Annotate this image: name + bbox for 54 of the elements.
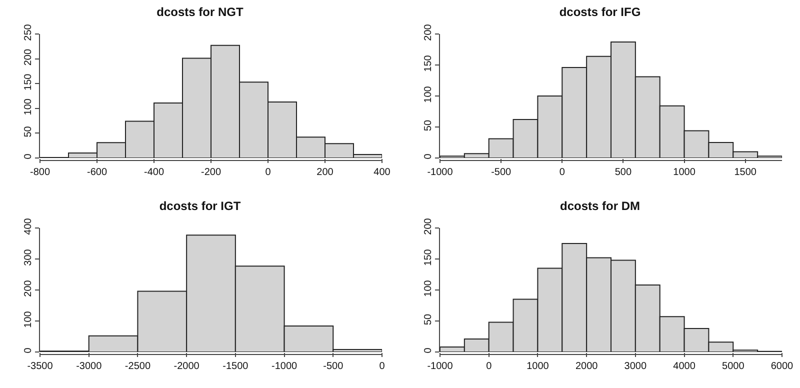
- x-tick-label: -2500: [124, 361, 151, 372]
- x-tick-label: 1000: [526, 361, 550, 372]
- y-tick-label: 0: [23, 153, 34, 160]
- y-tick-label: 200: [423, 218, 434, 235]
- x-tick-label: -500: [323, 361, 344, 372]
- y-tick-label: 0: [23, 347, 34, 354]
- x-tick-label: -1000: [427, 361, 454, 372]
- y-tick-label: 100: [23, 310, 34, 328]
- y-tick-label: 200: [23, 280, 34, 297]
- x-tick-label: -600: [86, 167, 108, 178]
- y-tick-label: 50: [423, 314, 434, 326]
- y-tick-label: 150: [423, 248, 434, 266]
- y-tick-label: 0: [423, 153, 434, 160]
- y-tick-label: 100: [23, 98, 34, 116]
- x-tick-label: -400: [144, 167, 164, 178]
- chart-title: dcosts for IGT: [159, 199, 242, 214]
- x-tick-label: 6000: [770, 361, 794, 372]
- x-tick-label: -1000: [272, 361, 298, 372]
- y-tick-label: 150: [23, 73, 34, 90]
- x-tick-label: 0: [379, 361, 386, 372]
- y-tick-label: 300: [23, 248, 34, 266]
- x-tick-label: 2000: [575, 361, 598, 372]
- chart-title: dcosts for NGT: [156, 5, 244, 20]
- x-tick-label: 0: [486, 361, 492, 372]
- x-tick-label: 0: [265, 167, 272, 178]
- x-tick-label: -200: [200, 167, 222, 178]
- y-tick-label: 100: [423, 86, 434, 103]
- x-tick-label: -1500: [222, 361, 249, 372]
- x-tick-label: -1000: [427, 167, 454, 178]
- x-tick-label: -500: [491, 167, 512, 178]
- x-tick-label: -3500: [27, 361, 54, 372]
- y-tick-label: 400: [23, 218, 34, 235]
- x-tick-label: 1500: [734, 167, 757, 178]
- y-tick-label: 0: [423, 347, 434, 354]
- y-tick-label: 250: [23, 24, 34, 41]
- y-tick-label: 200: [23, 48, 34, 66]
- x-tick-label: -800: [30, 167, 50, 178]
- x-tick-label: 500: [614, 167, 632, 178]
- chart-title: dcosts for IFG: [559, 5, 641, 20]
- x-tick-label: 5000: [722, 361, 745, 372]
- x-tick-label: 1000: [673, 167, 696, 178]
- x-tick-label: 400: [374, 167, 391, 178]
- y-tick-label: 50: [23, 126, 34, 138]
- y-tick-label: 100: [423, 280, 434, 297]
- x-tick-label: -3000: [76, 361, 102, 372]
- x-tick-label: 3000: [624, 361, 647, 372]
- x-tick-label: 200: [316, 167, 334, 178]
- x-tick-label: -2000: [174, 361, 200, 372]
- x-tick-label: 4000: [673, 361, 696, 372]
- y-tick-label: 200: [423, 24, 434, 41]
- chart-title: dcosts for DM: [560, 199, 640, 214]
- y-tick-label: 150: [423, 54, 434, 72]
- y-tick-label: 50: [423, 120, 434, 132]
- x-tick-label: 0: [559, 167, 566, 178]
